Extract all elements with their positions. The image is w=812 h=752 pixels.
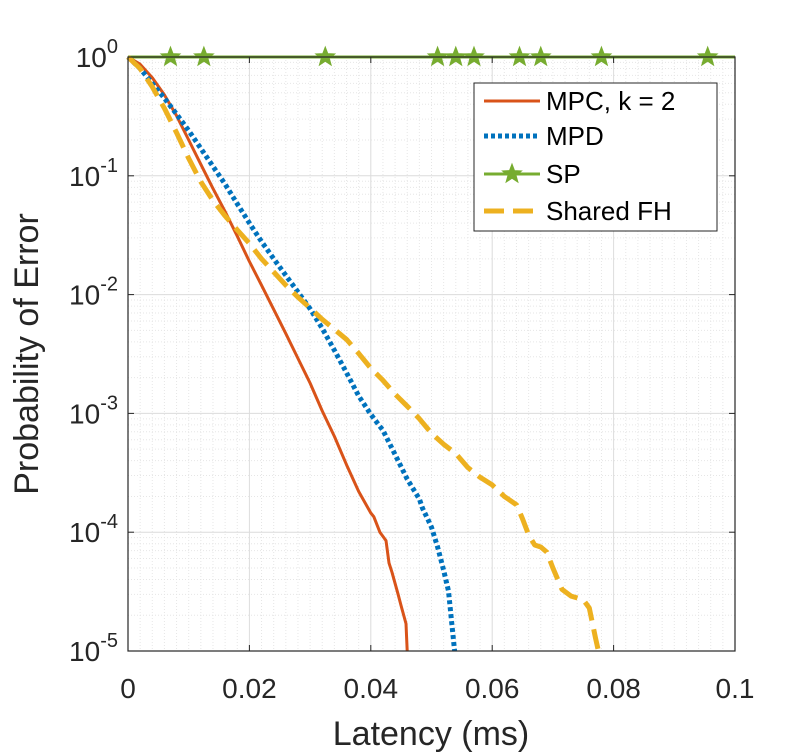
y-tick-base: 10 bbox=[69, 280, 100, 311]
tick-marks bbox=[127, 56, 736, 652]
legend-label: MPD bbox=[546, 121, 604, 151]
series-line-4 bbox=[126, 55, 601, 652]
y-tick-exponent: -4 bbox=[100, 511, 118, 533]
legend-label: MPC, k = 2 bbox=[546, 86, 675, 116]
legend-box bbox=[473, 82, 718, 232]
plot-frame bbox=[127, 56, 736, 652]
x-tick-labels: 0 0.02 0.04 0.06 0.08 0.1 bbox=[120, 673, 754, 704]
minor-grid bbox=[128, 57, 735, 651]
legend-marker bbox=[501, 162, 523, 184]
y-tick-exponent: -1 bbox=[100, 155, 118, 177]
legend: MPC, k = 2 MPD SP Shared FH bbox=[473, 82, 718, 232]
y-axis-label: Probability of Error bbox=[8, 213, 46, 495]
y-tick-label: 10-4 bbox=[69, 511, 118, 548]
y-tick-exponent: -2 bbox=[100, 274, 118, 296]
x-tick-label: 0.02 bbox=[222, 673, 277, 704]
y-tick-label: 100 bbox=[76, 36, 118, 73]
x-tick-label: 0.1 bbox=[716, 673, 755, 704]
x-tick-label: 0.08 bbox=[586, 673, 641, 704]
x-tick-label: 0 bbox=[120, 673, 136, 704]
series-marker bbox=[159, 45, 182, 67]
y-tick-label: 10-3 bbox=[69, 392, 118, 429]
y-tick-exponent: -5 bbox=[100, 630, 118, 652]
y-tick-label: 10-1 bbox=[69, 155, 118, 192]
y-tick-base: 10 bbox=[69, 161, 100, 192]
y-tick-base: 10 bbox=[76, 42, 107, 73]
x-axis-label: Latency (ms) bbox=[333, 715, 530, 752]
y-tick-exponent: 0 bbox=[107, 36, 118, 58]
series-marker bbox=[696, 45, 719, 67]
x-tick-label: 0.04 bbox=[344, 673, 399, 704]
series-marker bbox=[508, 45, 531, 67]
legend-label: SP bbox=[546, 159, 581, 189]
series-marker bbox=[529, 45, 552, 67]
y-tick-base: 10 bbox=[69, 398, 100, 429]
y-tick-base: 10 bbox=[69, 636, 100, 667]
series-line-1 bbox=[127, 55, 409, 652]
x-tick-label: 0.06 bbox=[465, 673, 520, 704]
series-marker bbox=[426, 45, 449, 67]
series-marker bbox=[314, 45, 337, 67]
series-marker bbox=[590, 45, 613, 67]
series-marker bbox=[463, 45, 485, 67]
y-tick-label: 10-2 bbox=[69, 274, 118, 311]
y-tick-label: 10-5 bbox=[69, 630, 118, 667]
y-tick-base: 10 bbox=[69, 517, 100, 548]
series-marker bbox=[193, 45, 215, 67]
series-marker bbox=[444, 45, 467, 67]
y-tick-exponent: -3 bbox=[100, 392, 118, 414]
legend-label: Shared FH bbox=[546, 196, 672, 226]
